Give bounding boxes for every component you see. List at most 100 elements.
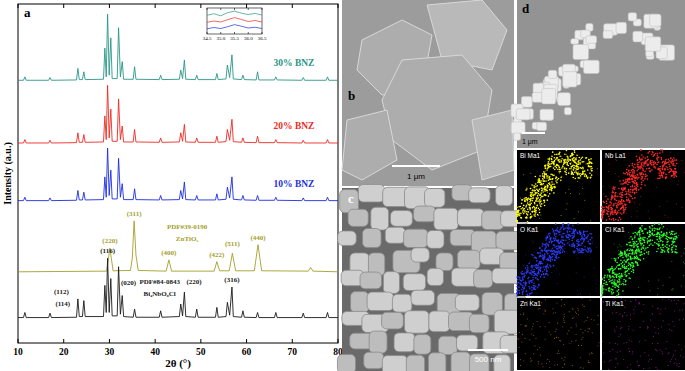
- map-dot: [542, 178, 544, 180]
- map-dot: [572, 165, 574, 167]
- map-dot: [557, 157, 559, 159]
- map-dot: [553, 250, 555, 252]
- map-dot: [546, 270, 548, 272]
- map-dot: [590, 177, 592, 179]
- map-dot: [614, 188, 616, 190]
- map-dot: [537, 279, 539, 281]
- map-dot: [544, 190, 546, 192]
- map-dot: [618, 209, 620, 211]
- map-dot: [559, 152, 561, 154]
- map-dot: [642, 156, 644, 158]
- map-dot: [567, 228, 569, 230]
- map-dot: [543, 266, 545, 268]
- map-dot: [568, 189, 569, 190]
- map-dot: [522, 273, 524, 275]
- map-dot: [543, 199, 545, 201]
- map-dot: [662, 250, 664, 252]
- map-dot: [518, 281, 519, 282]
- map-dot: [674, 165, 676, 167]
- map-dot: [601, 215, 603, 217]
- map-dot: [522, 207, 524, 209]
- map-dot: [523, 273, 525, 275]
- map-dot: [533, 190, 535, 192]
- map-dot: [571, 170, 573, 172]
- map-dot: [519, 285, 520, 286]
- map-dot: [573, 157, 575, 159]
- map-dot: [581, 252, 583, 254]
- map-dot: [573, 245, 575, 247]
- map-dot: [638, 189, 640, 191]
- map-dot: [545, 246, 547, 248]
- map-dot: [664, 164, 666, 166]
- map-dot: [652, 155, 654, 157]
- x-tick: [63, 4, 64, 8]
- map-dot: [625, 190, 627, 192]
- map-dot: [580, 232, 582, 234]
- map-dot: [577, 181, 578, 182]
- map-dot: [629, 177, 631, 179]
- map-dot: [659, 171, 661, 173]
- map-dot: [575, 157, 577, 159]
- map-dot: [671, 249, 673, 251]
- map-dot: [551, 242, 553, 244]
- map-dot: [650, 164, 652, 166]
- map-dot: [640, 196, 641, 197]
- map-dot: [561, 158, 563, 160]
- map-dot: [584, 231, 586, 233]
- map-dot: [533, 206, 535, 208]
- map-dot: [656, 155, 658, 157]
- map-dot: [550, 257, 552, 259]
- map-dot: [540, 267, 542, 269]
- flake: [342, 110, 397, 180]
- map-dot: [536, 275, 538, 277]
- map-dot: [578, 172, 579, 173]
- map-dot: [523, 282, 525, 284]
- map-dot: [556, 167, 558, 169]
- x-tick: [207, 8, 208, 10]
- map-dot: [541, 195, 543, 197]
- map-dot: [560, 161, 562, 163]
- map-dot: [548, 233, 550, 235]
- map-dot: [575, 230, 577, 232]
- map-dot: [582, 168, 584, 170]
- map-dot: [527, 214, 529, 216]
- map-dot: [618, 204, 620, 206]
- map-dot: [639, 158, 641, 160]
- map-dot: [524, 200, 526, 202]
- map-dot: [580, 251, 582, 253]
- map-dot: [535, 210, 537, 212]
- map-dot: [670, 161, 672, 163]
- map-dot: [590, 168, 592, 170]
- map-dot: [570, 156, 572, 158]
- map-dot: [581, 238, 582, 239]
- map-dot: [601, 287, 603, 289]
- map-dot: [562, 226, 564, 228]
- map-dot: [544, 166, 546, 168]
- map-dot: [583, 173, 585, 175]
- map-dot: [569, 159, 571, 161]
- map-dot: [528, 211, 530, 213]
- map-dot: [609, 218, 611, 220]
- map-dot: [550, 187, 552, 189]
- map-dot: [673, 173, 675, 175]
- map-dot: [564, 168, 566, 170]
- particle: [451, 352, 470, 371]
- map-dot: [574, 178, 576, 180]
- map-dot: [558, 232, 560, 234]
- map-dot: [548, 167, 550, 169]
- map-dot: [623, 264, 625, 266]
- map-dot: [655, 153, 657, 155]
- map-dot: [546, 177, 548, 179]
- map-dot: [657, 159, 659, 161]
- map-dot: [549, 163, 551, 165]
- map-dot: [579, 193, 580, 194]
- map-dot: [621, 188, 623, 190]
- x-tick: [63, 339, 64, 343]
- map-dot: [551, 174, 553, 176]
- map-dot: [536, 188, 538, 190]
- map-dot: [620, 208, 622, 210]
- map-dot: [517, 213, 519, 215]
- map-dot: [578, 252, 580, 254]
- map-dot: [523, 278, 524, 279]
- map-dot: [624, 252, 626, 254]
